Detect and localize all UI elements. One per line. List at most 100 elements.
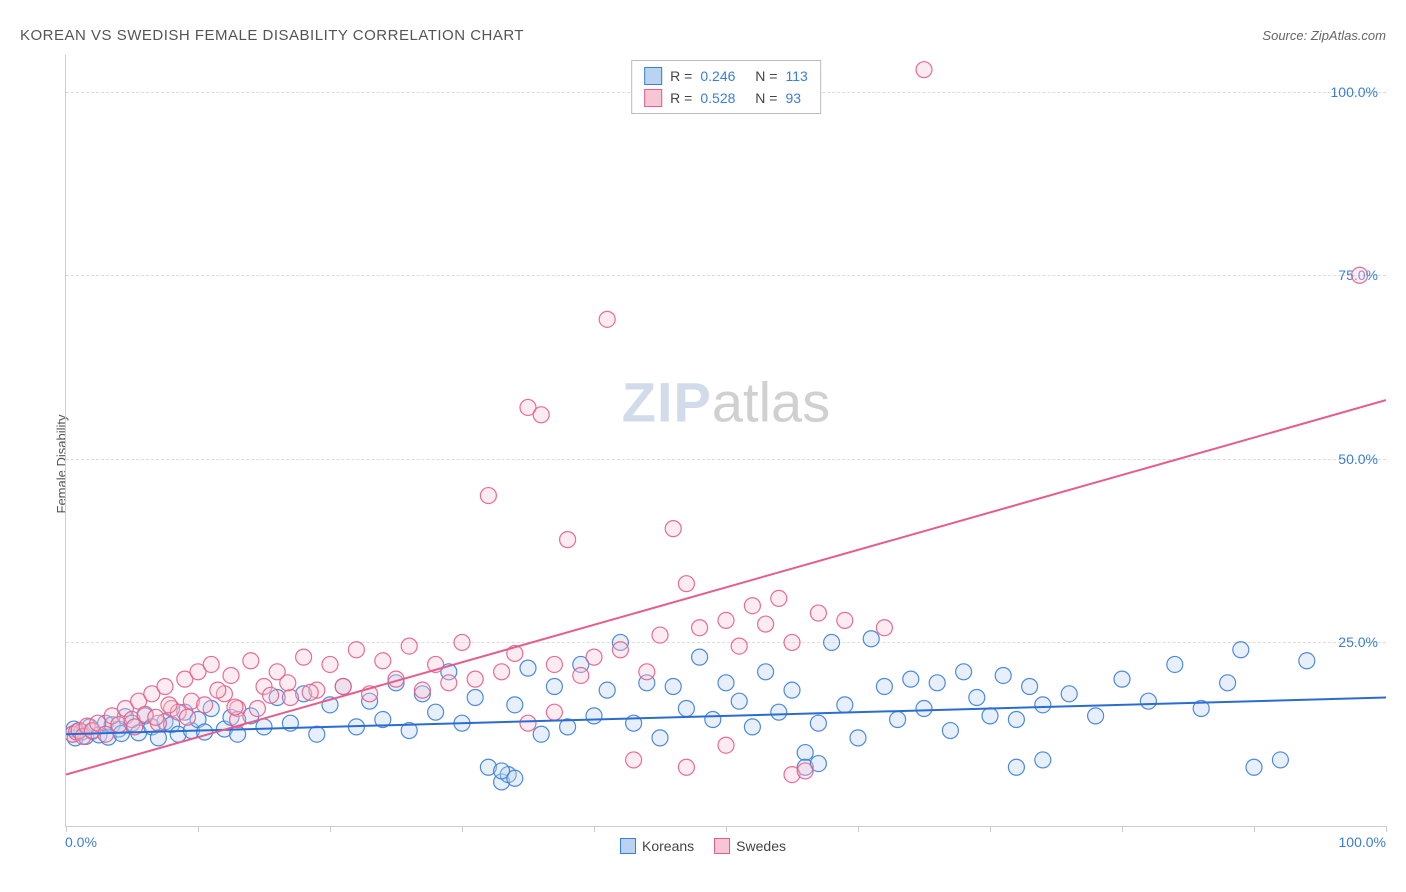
scatter-point <box>1022 678 1038 694</box>
scatter-point <box>824 634 840 650</box>
n-value-swedes: 93 <box>785 90 801 106</box>
scatter-point <box>546 678 562 694</box>
scatter-point <box>982 708 998 724</box>
scatter-point <box>810 715 826 731</box>
scatter-point <box>784 634 800 650</box>
scatter-point <box>837 697 853 713</box>
scatter-point <box>678 701 694 717</box>
scatter-point <box>197 697 213 713</box>
x-tick <box>1254 826 1255 832</box>
scatter-point <box>744 598 760 614</box>
scatter-point <box>296 649 312 665</box>
scatter-point <box>494 664 510 680</box>
source-attribution: Source: ZipAtlas.com <box>1262 28 1386 43</box>
scatter-point <box>1008 712 1024 728</box>
scatter-point <box>890 712 906 728</box>
n-label: N = <box>755 90 777 106</box>
x-tick <box>1386 826 1387 832</box>
legend-item-swedes: Swedes <box>714 838 786 854</box>
scatter-point <box>1035 752 1051 768</box>
scatter-point <box>573 667 589 683</box>
x-tick <box>594 826 595 832</box>
scatter-point <box>467 690 483 706</box>
scatter-point <box>586 649 602 665</box>
scatter-point <box>639 664 655 680</box>
scatter-point <box>507 770 523 786</box>
x-tick <box>990 826 991 832</box>
scatter-point <box>758 664 774 680</box>
scatter-point <box>1088 708 1104 724</box>
scatter-point <box>718 612 734 628</box>
x-tick <box>462 826 463 832</box>
scatter-svg <box>66 55 1386 826</box>
r-label: R = <box>670 68 692 84</box>
scatter-point <box>665 521 681 537</box>
scatter-point <box>348 642 364 658</box>
x-tick <box>1122 826 1123 832</box>
scatter-point <box>956 664 972 680</box>
source-label: Source: <box>1262 28 1307 43</box>
scatter-point <box>157 678 173 694</box>
scatter-point <box>863 631 879 647</box>
stats-row-swedes: R = 0.528 N = 93 <box>644 87 808 109</box>
legend-item-koreans: Koreans <box>620 838 694 854</box>
scatter-point <box>507 697 523 713</box>
scatter-point <box>599 311 615 327</box>
scatter-point <box>731 638 747 654</box>
scatter-point <box>546 656 562 672</box>
r-value-koreans: 0.246 <box>700 68 735 84</box>
trend-line <box>66 400 1386 774</box>
x-tick <box>330 826 331 832</box>
source-name: ZipAtlas.com <box>1311 28 1386 43</box>
x-axis-label-left: 0.0% <box>65 834 97 850</box>
scatter-point <box>797 763 813 779</box>
scatter-point <box>467 671 483 687</box>
scatter-point <box>586 708 602 724</box>
scatter-point <box>243 653 259 669</box>
scatter-point <box>744 719 760 735</box>
scatter-point <box>1272 752 1288 768</box>
x-axis-label-right: 100.0% <box>1339 834 1386 850</box>
scatter-point <box>771 704 787 720</box>
scatter-point <box>929 675 945 691</box>
scatter-point <box>797 745 813 761</box>
scatter-point <box>995 667 1011 683</box>
legend-swatch-swedes <box>714 838 730 854</box>
chart-wrapper: Female Disability ZIPatlas R = 0.246 N =… <box>20 55 1386 872</box>
scatter-point <box>322 656 338 672</box>
scatter-point <box>480 488 496 504</box>
scatter-point <box>718 675 734 691</box>
scatter-point <box>560 532 576 548</box>
stats-swatch-swedes <box>644 89 662 107</box>
scatter-point <box>1114 671 1130 687</box>
scatter-point <box>414 682 430 698</box>
scatter-point <box>692 649 708 665</box>
legend-swatch-koreans <box>620 838 636 854</box>
x-tick <box>858 826 859 832</box>
scatter-point <box>263 687 279 703</box>
scatter-point <box>309 726 325 742</box>
scatter-point <box>903 671 919 687</box>
scatter-point <box>454 634 470 650</box>
scatter-point <box>1246 759 1262 775</box>
scatter-point <box>375 653 391 669</box>
scatter-point <box>223 667 239 683</box>
scatter-point <box>256 719 272 735</box>
scatter-point <box>876 620 892 636</box>
scatter-point <box>758 616 774 632</box>
scatter-point <box>533 407 549 423</box>
scatter-point <box>612 642 628 658</box>
scatter-point <box>401 638 417 654</box>
scatter-point <box>916 62 932 78</box>
bottom-legend: Koreans Swedes <box>620 838 786 854</box>
scatter-point <box>850 730 866 746</box>
scatter-point <box>148 709 164 725</box>
n-label: N = <box>755 68 777 84</box>
scatter-point <box>718 737 734 753</box>
scatter-point <box>280 675 296 691</box>
scatter-point <box>520 715 536 731</box>
scatter-point <box>692 620 708 636</box>
scatter-point <box>705 712 721 728</box>
legend-label-swedes: Swedes <box>736 838 786 854</box>
scatter-point <box>1167 656 1183 672</box>
